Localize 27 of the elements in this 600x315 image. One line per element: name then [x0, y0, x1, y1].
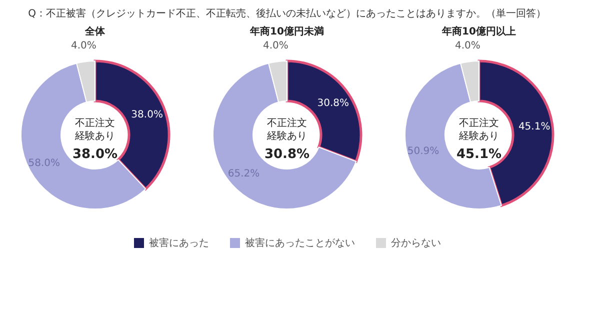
text: Q：不正被害（クレジットカード不正、不正転売、後払いの未払いなど）にあったことはありますか。（単一回答）: [28, 8, 546, 20]
data-label: 38.0%: [131, 109, 163, 120]
text: 経験あり: [458, 130, 499, 142]
text: 不正注文: [459, 117, 499, 129]
data-label: 58.0%: [28, 158, 60, 169]
legend-label: 分からない: [391, 237, 441, 249]
text: 経験あり: [266, 130, 307, 142]
data-label: 4.0%: [263, 40, 288, 52]
legend-label: 被害にあった: [149, 237, 209, 249]
donut-slice: [212, 62, 357, 210]
text: 不正注文: [267, 117, 307, 129]
text: 45.1%: [456, 147, 502, 162]
text: 不正注文: [75, 117, 115, 129]
data-label: 45.1%: [518, 121, 550, 132]
text: 38.0%: [72, 147, 118, 162]
chart-title: 年商10億円未満: [249, 26, 324, 38]
text: 30.8%: [264, 147, 310, 162]
donut-slice: [404, 62, 502, 210]
data-label: 30.8%: [317, 98, 350, 110]
chart-title: 全体: [84, 26, 106, 38]
data-label: 4.0%: [71, 40, 96, 52]
legend-label: 被害にあったことがない: [245, 237, 355, 249]
data-label: 4.0%: [455, 40, 480, 52]
data-label: 65.2%: [228, 168, 260, 180]
chart-title: 年商10億円以上: [441, 26, 516, 38]
data-label: 50.9%: [407, 146, 440, 158]
text: 経験あり: [74, 130, 115, 142]
